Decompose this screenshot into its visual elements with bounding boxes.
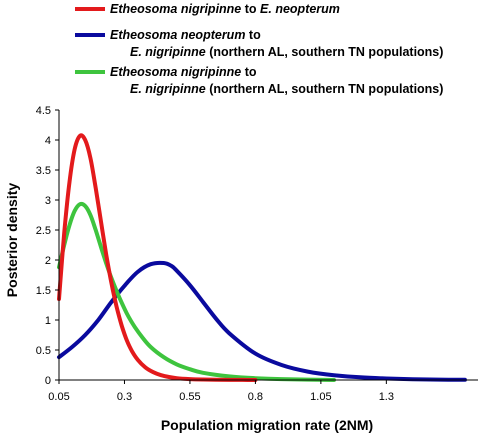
x-axis-title: Population migration rate (2NM): [161, 417, 373, 433]
legend-3-target: E. nigripinne: [130, 82, 206, 96]
x-ticks-group: 0.05 0.3 0.55 0.8 1.05 1.3: [48, 380, 394, 403]
y-tick-label: 0: [45, 375, 51, 387]
y-tick-label: 2: [45, 255, 51, 267]
x-tick-label: 0.8: [248, 391, 263, 403]
legend-swatch-green: [75, 70, 105, 74]
y-ticks-group: 0 0.5 1 1.5 2 2.5 3 3.5 4 4.5: [36, 105, 59, 387]
legend-2-species: Etheosoma neopterum: [110, 28, 246, 42]
y-axis-title: Posterior density: [4, 183, 20, 298]
legend-entry-3-line2: E. nigripinne (northern AL, southern TN …: [130, 80, 443, 98]
y-tick-label: 4.5: [36, 105, 51, 117]
x-tick-label: 1.05: [310, 391, 331, 403]
legend-entry-2-line2: E. nigripinne (northern AL, southern TN …: [130, 43, 443, 61]
x-tick-label: 0.3: [117, 391, 132, 403]
legend-entry-3-line1: Etheosoma nigripinne to: [110, 63, 257, 81]
y-tick-label: 3.5: [36, 165, 51, 177]
curves-group: [57, 133, 467, 382]
legend-entry-2-line1: Etheosoma neopterum to: [110, 26, 261, 44]
x-tick-label: 0.55: [179, 391, 200, 403]
x-tick-label: 1.3: [379, 391, 394, 403]
legend-1-target: E. neopterum: [260, 2, 340, 16]
curve-green-series-line: [57, 201, 336, 382]
legend-1-species: Etheosoma nigripinne: [110, 2, 242, 16]
y-tick-label: 2.5: [36, 225, 51, 237]
legend-1-connector: to: [244, 2, 257, 16]
legend-3-note: (northern AL, southern TN populations): [209, 82, 444, 96]
legend-3-species: Etheosoma nigripinne: [110, 65, 242, 79]
y-tick-label: 1.5: [36, 285, 51, 297]
legend-swatch-blue: [75, 33, 105, 37]
curve-blue-series-line: [57, 260, 467, 382]
x-tick-label: 0.05: [48, 391, 69, 403]
legend-2-target: E. nigripinne: [130, 45, 206, 59]
legend-2-connector: to: [248, 28, 261, 42]
y-tick-label: 0.5: [36, 345, 51, 357]
legend-2-note: (northern AL, southern TN populations): [209, 45, 444, 59]
y-tick-label: 1: [45, 315, 51, 327]
y-tick-label: 4: [45, 135, 51, 147]
curve-red-series-line: [57, 133, 258, 382]
legend-swatch-red: [75, 7, 105, 11]
legend-3-connector: to: [244, 65, 257, 79]
legend-entry-1: Etheosoma nigripinne to E. neopterum: [110, 0, 340, 18]
y-tick-label: 3: [45, 195, 51, 207]
